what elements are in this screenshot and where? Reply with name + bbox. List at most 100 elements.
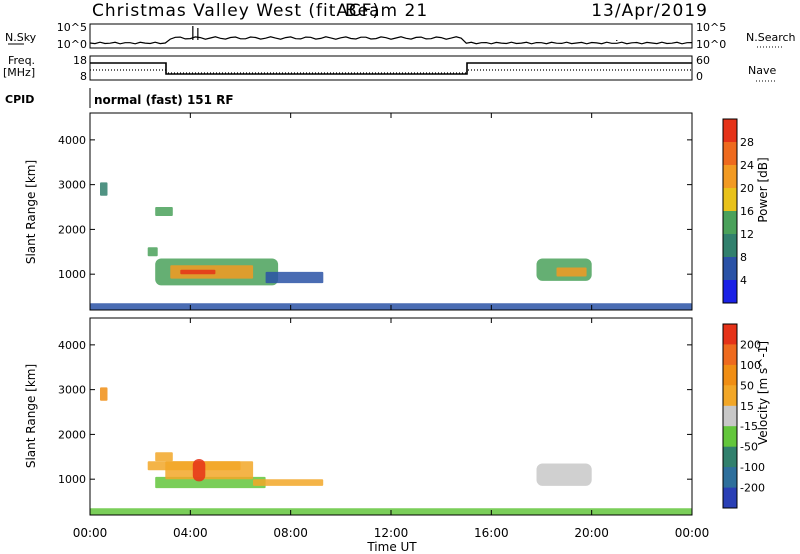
power-echo-region — [100, 182, 108, 196]
power-colorbar-swatch — [723, 280, 737, 304]
power-yaxis: 1000 2000 3000 4000 — [58, 134, 692, 281]
power-colorbar-tick: 8 — [740, 251, 747, 264]
nsearch-tick-bottom: 10^0 — [696, 38, 726, 51]
time-tick-label: 16:00 — [474, 526, 509, 540]
nsky-frame — [89, 23, 693, 49]
velocity-colorbar-swatch — [723, 487, 737, 509]
power-colorbar-swatch — [723, 234, 737, 258]
velocity-colorbar-swatch — [723, 467, 737, 488]
velocity-colorbar-tick: 50 — [740, 379, 754, 392]
freq-frame — [89, 55, 693, 81]
power-colorbar-tick: 4 — [740, 274, 747, 287]
nsky-label: N.Sky — [5, 31, 37, 44]
power-panel: 1000 2000 3000 4000 Slant Range [km] 4 8 12 16… — [24, 112, 770, 311]
velocity-regions — [90, 387, 692, 515]
time-tick-label: 04:00 — [173, 526, 208, 540]
power-colorbar: 4 8 12 16 20 24 28 — [722, 118, 754, 304]
beam-title: Beam 21 — [345, 1, 428, 21]
power-echo-region — [147, 247, 158, 257]
nsky-tick-top: 10^5 — [57, 21, 87, 34]
velocity-colorbar-tick: -50 — [740, 441, 758, 454]
power-colorbar-tick: 20 — [740, 182, 754, 195]
power-colorbar-tick: 16 — [740, 205, 754, 218]
velocity-colorbar-tick: 100 — [740, 359, 761, 372]
station-title: Christmas Valley West (fitACF) — [92, 1, 380, 21]
nsearch-tick-top: 10^5 — [696, 21, 726, 34]
time-tick-label: 08:00 — [273, 526, 308, 540]
time-tick-label: 20:00 — [574, 526, 609, 540]
velocity-ylabel: Slant Range [km] — [24, 364, 38, 468]
velocity-echo-region — [192, 459, 206, 482]
nave-label: Nave — [748, 64, 776, 77]
power-colorbar-swatch — [723, 142, 737, 166]
velocity-echo-region — [253, 479, 324, 486]
nsearch-label: N.Search — [746, 31, 796, 44]
velocity-colorbar-tick: 200 — [740, 338, 761, 351]
nave-trace — [90, 69, 692, 74]
power-echo-region — [265, 271, 324, 284]
velocity-colorbar-label: Velocity [m s^-1] — [756, 341, 770, 445]
velocity-colorbar-swatch — [723, 405, 737, 427]
power-colorbar-tick: 24 — [740, 159, 754, 172]
cpid-text: normal (fast) 151 RF — [94, 93, 234, 107]
power-echo-region — [556, 267, 587, 277]
power-ylabel: Slant Range [km] — [24, 160, 38, 264]
velocity-colorbar-swatch — [723, 364, 737, 386]
velocity-echo-region — [155, 476, 266, 489]
power-colorbar-tick: 28 — [740, 136, 754, 149]
freq-tick-bottom: 8 — [80, 70, 87, 83]
power-regions — [90, 182, 692, 310]
cpid-panel: CPID normal (fast) 151 RF — [5, 88, 234, 108]
nsky-panel: N.Sky 10^5 10^0 10^5 10^0 N.Search — [5, 21, 796, 51]
velocity-colorbar-swatch — [723, 385, 737, 407]
velocity-ytick-label: 4000 — [58, 339, 86, 352]
velocity-ytick-label: 2000 — [58, 428, 86, 441]
nsky-tick-bottom: 10^0 — [57, 38, 87, 51]
velocity-colorbar-tick: -100 — [740, 461, 765, 474]
velocity-yaxis: 1000 2000 3000 4000 — [58, 339, 692, 486]
time-axis-label: Time UT — [366, 540, 417, 554]
velocity-colorbar-frame — [722, 323, 738, 509]
velocity-echo-region — [155, 452, 173, 462]
time-tick-label: 12:00 — [374, 526, 409, 540]
velocity-echo-region — [165, 461, 254, 480]
velocity-colorbar: 200 100 50 15 -15 -50 -100 -200 — [722, 323, 765, 509]
freq-trace — [90, 62, 692, 75]
velocity-echo-region — [100, 387, 108, 401]
power-ytick-label: 2000 — [58, 223, 86, 236]
velocity-panel: 1000 2000 3000 4000 Slant Range [km] 200 100… — [24, 317, 770, 516]
power-colorbar-swatch — [723, 211, 737, 235]
nsky-spikes — [192, 26, 618, 41]
velocity-colorbar-swatch — [723, 426, 737, 448]
velocity-colorbar-tick: -15 — [740, 420, 758, 433]
velocity-colorbar-swatch — [723, 344, 737, 366]
power-colorbar-swatch — [723, 165, 737, 189]
cpid-label: CPID — [5, 93, 34, 106]
nave-tick-bottom: 0 — [696, 70, 703, 83]
velocity-ytick-label: 1000 — [58, 473, 86, 486]
power-colorbar-frame — [722, 118, 738, 304]
time-tick-label: 00:00 — [73, 526, 108, 540]
nsky-trace — [89, 36, 693, 45]
power-colorbar-swatch — [723, 257, 737, 281]
freq-label-line1: Freq. — [8, 54, 35, 67]
power-colorbar-swatch — [723, 119, 737, 143]
power-ytick-label: 1000 — [58, 268, 86, 281]
freq-label-line2: [MHz] — [3, 66, 35, 79]
power-colorbar-swatch — [723, 188, 737, 212]
time-tick-label: 00:00 — [675, 526, 710, 540]
time-axis: 00:00 04:00 08:00 12:00 16:00 20:00 00:00 — [73, 113, 710, 540]
velocity-colorbar-swatch — [723, 324, 737, 345]
power-colorbar-label: Power [dB] — [756, 157, 770, 222]
power-echo-region — [180, 269, 216, 275]
power-echo-region — [155, 207, 173, 216]
date-title: 13/Apr/2019 — [591, 1, 708, 21]
velocity-colorbar-tick: -200 — [740, 482, 765, 495]
freq-tick-top: 18 — [73, 54, 87, 67]
power-ytick-label: 3000 — [58, 179, 86, 192]
power-colorbar-tick: 12 — [740, 228, 754, 241]
velocity-colorbar-tick: 15 — [740, 400, 754, 413]
velocity-echo-region — [536, 463, 592, 486]
velocity-ytick-label: 3000 — [58, 384, 86, 397]
